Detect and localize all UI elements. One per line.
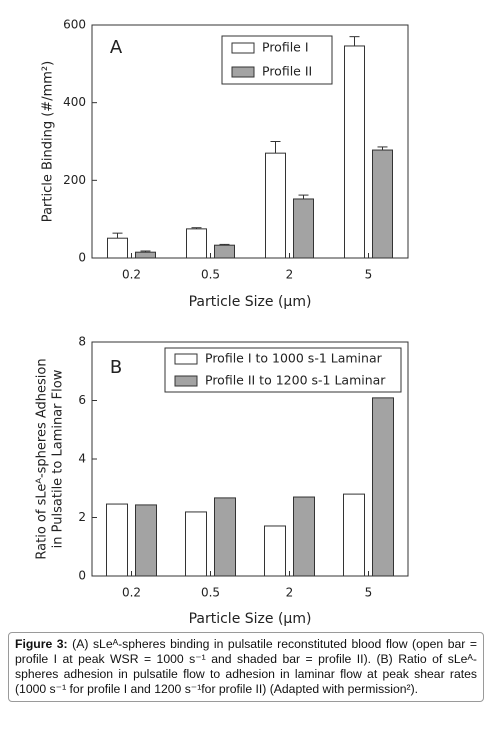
error-bar (112, 232, 123, 239)
legend-box (164, 347, 402, 393)
x-tick-label: 0.5 (201, 586, 220, 600)
bar (293, 496, 315, 577)
error-bar (140, 250, 151, 253)
legend-swatch (174, 353, 198, 365)
legend-swatch (231, 42, 255, 54)
x-axis-label: Particle Size (μm) (189, 294, 312, 310)
error-bar (298, 194, 309, 199)
bar (264, 525, 286, 577)
y-tick-label: 0 (78, 251, 86, 265)
legend-swatch (231, 66, 255, 78)
x-axis-label: Particle Size (μm) (189, 611, 312, 627)
y-axis-label: in Pulsatile to Laminar Flow (51, 369, 66, 548)
bar (293, 198, 314, 259)
charts: 0 200 400 600 0.2 0.5 2 5 A Particle Size (μm) Par… (35, 18, 409, 627)
bar (372, 149, 393, 259)
bar (106, 503, 128, 577)
y-tick-label: 400 (63, 95, 86, 109)
bar (265, 152, 286, 259)
y-tick-label: 8 (78, 335, 86, 349)
x-tick-label: 5 (365, 268, 373, 282)
panel-label: A (110, 37, 123, 58)
bar (372, 397, 394, 577)
panel-label: B (110, 357, 122, 378)
legend-swatch (174, 375, 198, 387)
bar (135, 504, 157, 577)
error-bar (377, 146, 388, 151)
legend-label: Profile I (262, 40, 309, 55)
error-bar (191, 227, 202, 229)
y-tick-label: 4 (78, 452, 86, 466)
error-bar (270, 141, 281, 154)
y-tick-label: 200 (63, 173, 86, 187)
legend-label: Profile II (262, 64, 312, 79)
caption-text: (A) sLeᴬ-spheres binding in pulsatile re… (15, 637, 478, 696)
bar (186, 228, 207, 259)
bar (214, 497, 236, 577)
bar (185, 511, 207, 577)
legend-label: Profile I to 1000 s-1 Laminar (205, 351, 383, 366)
error-bar (349, 36, 360, 46)
x-tick-label: 0.5 (201, 268, 220, 282)
x-tick-label: 0.2 (122, 268, 141, 282)
y-tick-label: 2 (78, 510, 86, 524)
bar (214, 244, 235, 259)
y-tick-label: 6 (78, 393, 86, 407)
x-tick-label: 2 (286, 586, 294, 600)
y-tick-label: 0 (78, 569, 86, 583)
plot-frame (91, 24, 409, 259)
y-tick-label: 600 (63, 18, 86, 32)
legend-label: Profile II to 1200 s-1 Laminar (205, 373, 386, 388)
y-axis-label: Ratio of sLeᴬ-spheres Adhesion (35, 358, 50, 559)
bar (344, 45, 365, 259)
y-axis-label: Particle Binding (#/mm²) (41, 61, 56, 222)
bar (107, 237, 128, 259)
bar (135, 251, 156, 259)
caption: Figure 3: (A) sLeᴬ-spheres binding in pu… (8, 632, 484, 702)
error-bar (219, 243, 230, 246)
x-tick-label: 0.2 (122, 586, 141, 600)
caption-label: Figure 3: (15, 637, 68, 651)
bar (343, 493, 365, 577)
x-tick-label: 2 (286, 268, 294, 282)
x-tick-label: 5 (365, 586, 373, 600)
